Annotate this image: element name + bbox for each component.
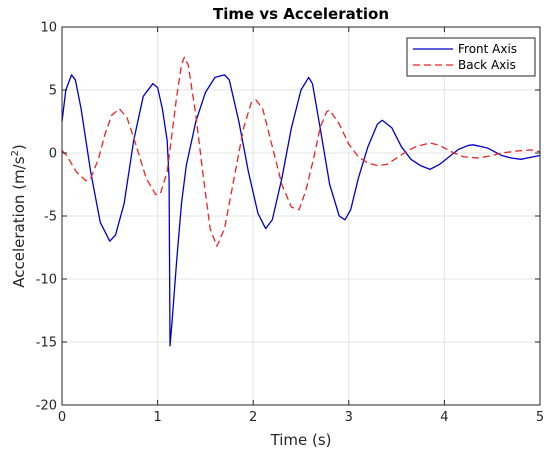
y-axis-label-sup: 2 xyxy=(10,150,21,156)
legend: Front Axis Back Axis xyxy=(406,37,536,77)
y-tick-label: -15 xyxy=(36,336,57,351)
y-tick-label: -10 xyxy=(36,273,57,288)
legend-label-2: Back Axis xyxy=(458,58,516,72)
x-tick-label: 0 xyxy=(58,410,66,425)
x-axis-label: Time (s) xyxy=(270,431,332,449)
y-tick-label: 0 xyxy=(49,147,57,162)
y-tick-label: 10 xyxy=(40,21,57,36)
y-tick-label: -20 xyxy=(36,399,57,414)
series-line-1 xyxy=(61,74,541,347)
legend-box xyxy=(406,37,536,77)
y-axis-label-end: ) xyxy=(10,144,28,150)
chart-title: Time vs Acceleration xyxy=(213,5,389,23)
series-layer xyxy=(61,56,541,347)
y-axis-label: Acceleration (m/s2) xyxy=(10,144,28,288)
series-line-2 xyxy=(61,56,541,247)
x-tick-label: 5 xyxy=(536,410,544,425)
y-tick-label: -5 xyxy=(44,210,57,225)
x-tick-label: 4 xyxy=(440,410,448,425)
legend-label-1: Front Axis xyxy=(458,42,517,56)
x-tick-label: 3 xyxy=(345,410,353,425)
y-axis-label-main: Acceleration (m/s xyxy=(10,156,28,287)
x-tick-label: 1 xyxy=(153,410,161,425)
y-tick-label: 5 xyxy=(49,84,57,99)
ticks: 0 1 2 3 4 5 -20 -15 -10 -5 0 5 10 xyxy=(36,21,544,426)
x-tick-label: 2 xyxy=(249,410,257,425)
